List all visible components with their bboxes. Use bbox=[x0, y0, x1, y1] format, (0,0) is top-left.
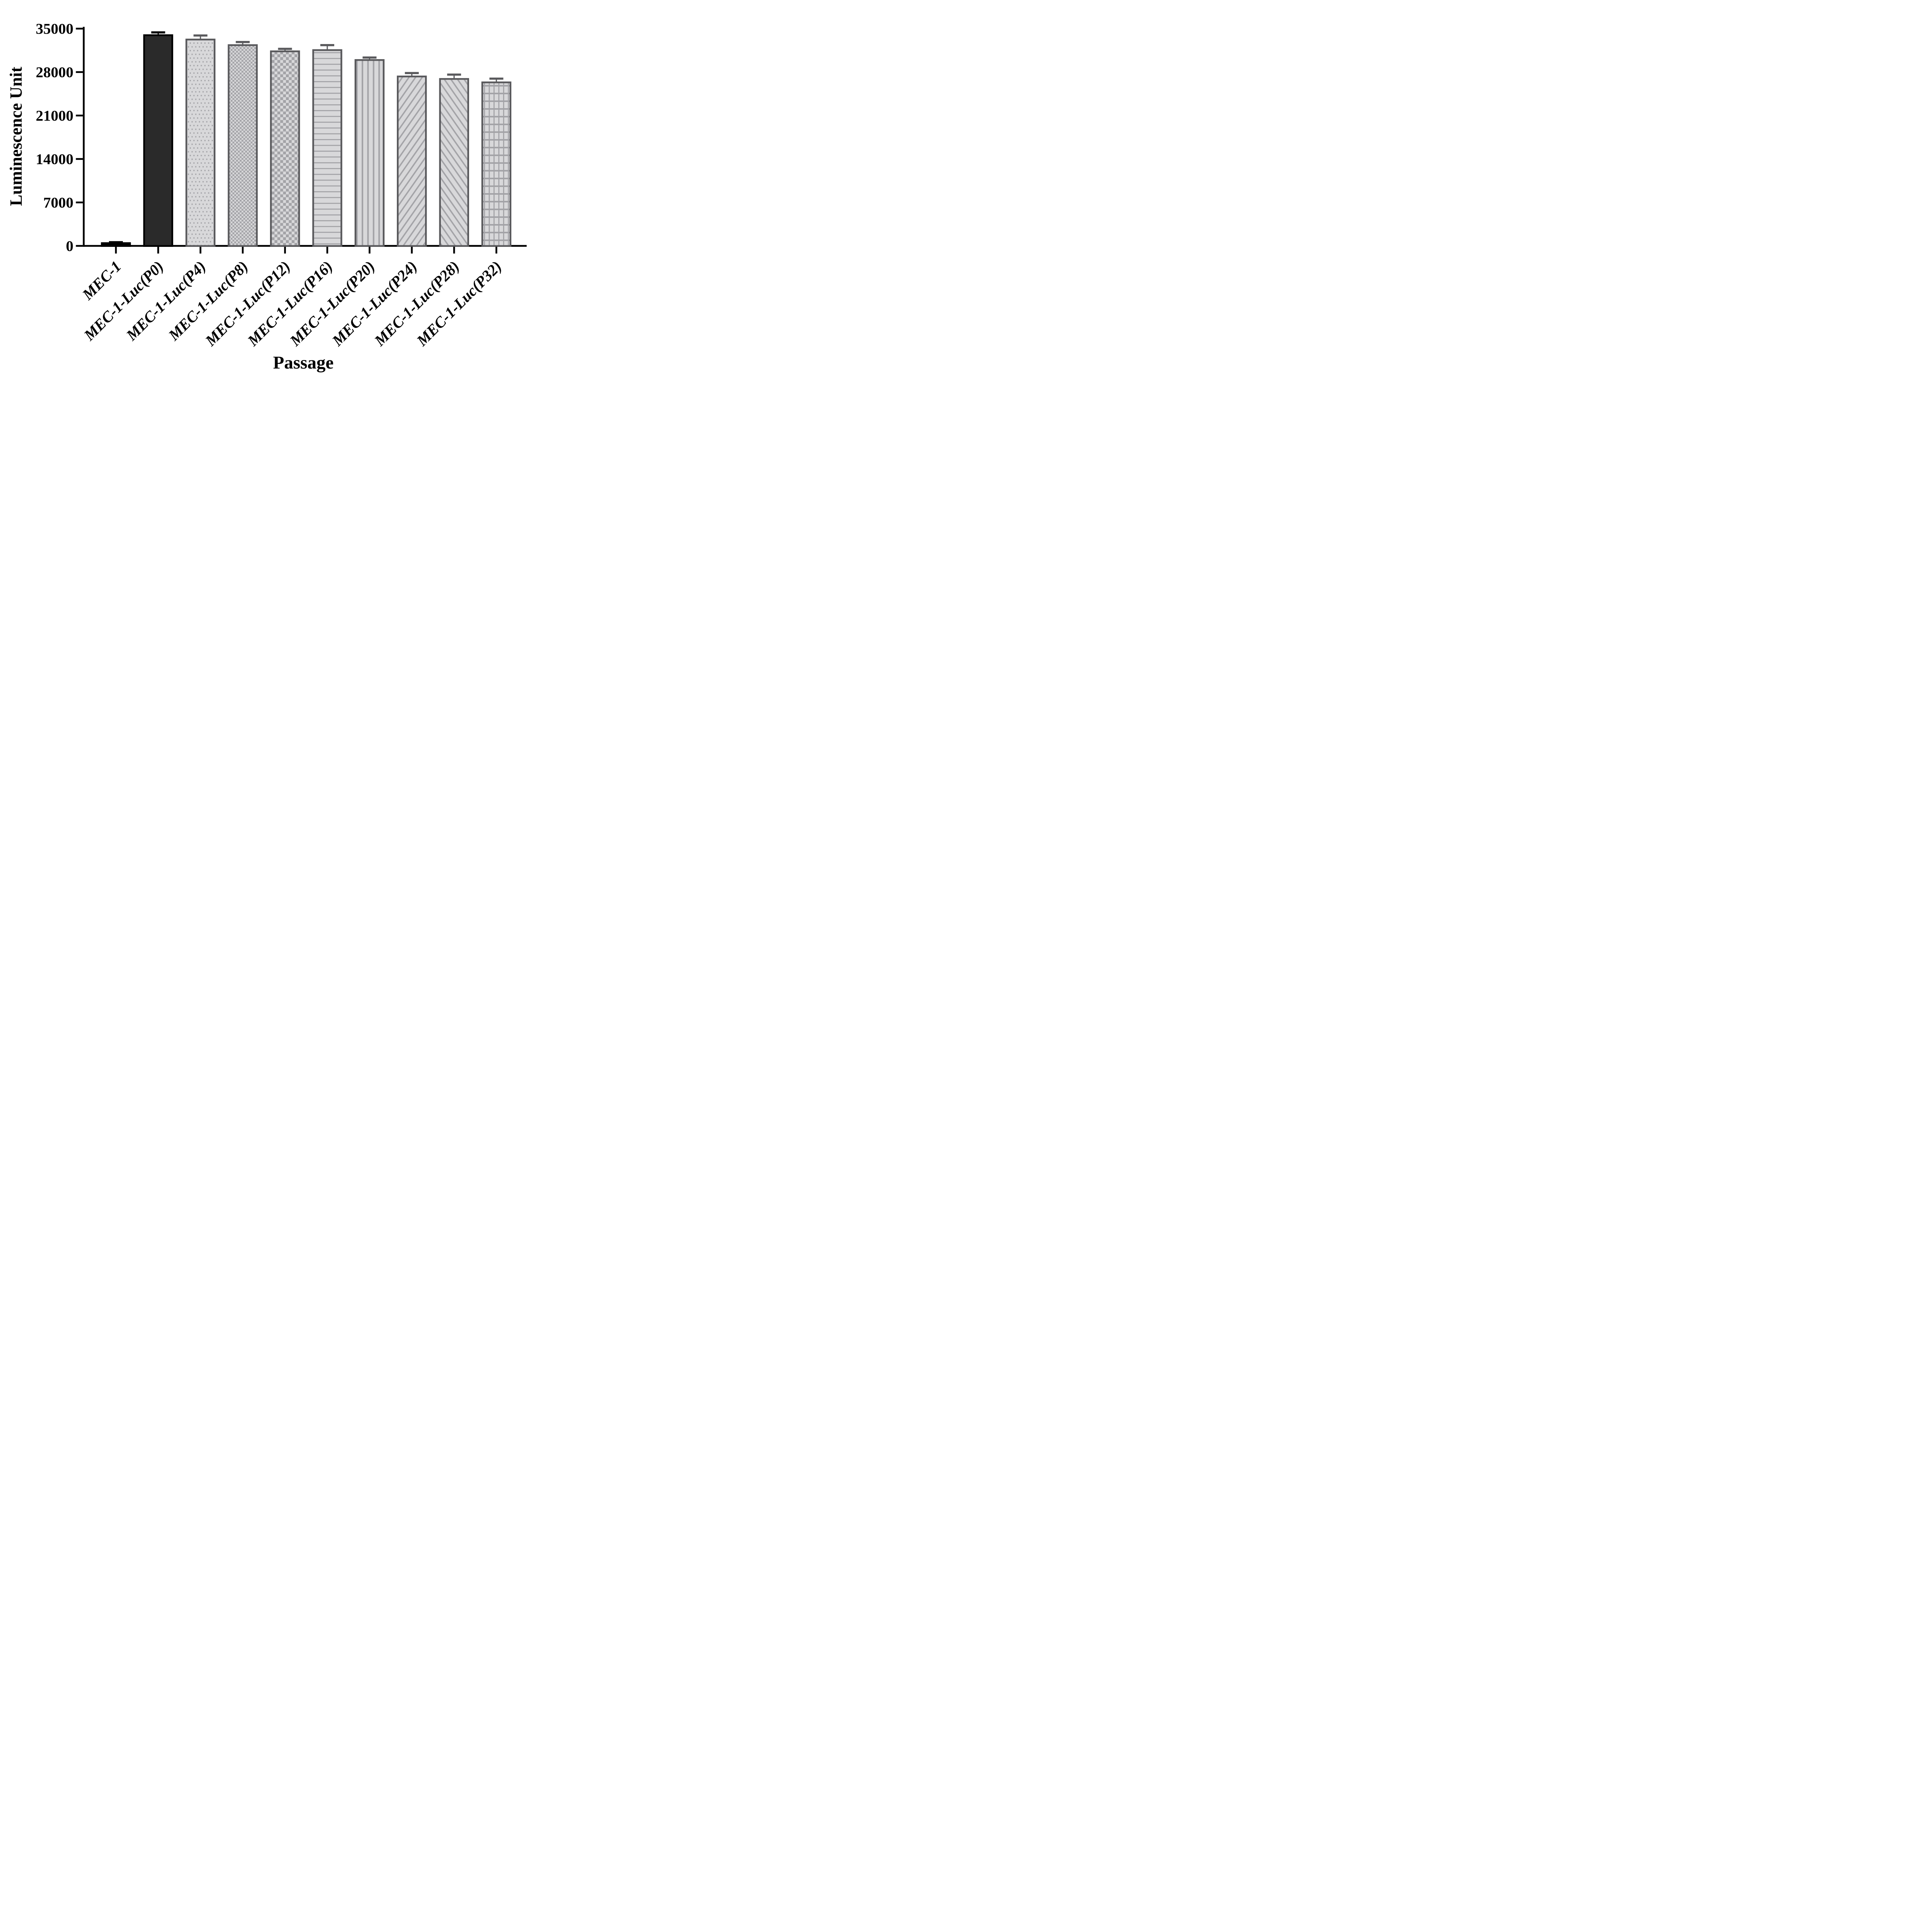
x-tick bbox=[411, 246, 413, 254]
y-tick bbox=[76, 158, 83, 160]
y-tick-label: 14000 bbox=[36, 151, 74, 168]
y-tick bbox=[76, 71, 83, 73]
bar bbox=[481, 81, 512, 247]
y-axis-title: Luminescence Unit bbox=[7, 66, 26, 206]
y-tick bbox=[76, 245, 83, 247]
error-bar-cap bbox=[405, 72, 419, 74]
y-tick-label: 35000 bbox=[36, 21, 74, 37]
y-tick-label: 7000 bbox=[43, 195, 73, 211]
error-bar-cap bbox=[320, 44, 334, 46]
x-tick bbox=[157, 246, 159, 254]
error-bar-cap bbox=[236, 41, 250, 43]
bar bbox=[397, 75, 427, 247]
x-tick bbox=[453, 246, 455, 254]
bar bbox=[185, 39, 216, 247]
x-tick bbox=[495, 246, 497, 254]
error-bar-stem bbox=[242, 42, 243, 46]
y-tick bbox=[76, 114, 83, 117]
y-axis-line bbox=[83, 27, 85, 247]
y-tick bbox=[76, 201, 83, 204]
bar bbox=[312, 49, 342, 247]
x-axis-title: Passage bbox=[273, 353, 334, 373]
bar bbox=[270, 50, 300, 247]
x-tick bbox=[199, 246, 202, 254]
x-tick bbox=[326, 246, 328, 254]
chart-figure: 0 7000 14000 21000 28000 35000 MEC-1 MEC-1-Luc(… bbox=[0, 0, 551, 385]
error-bar-stem bbox=[411, 73, 413, 77]
y-tick bbox=[76, 27, 83, 30]
bar bbox=[439, 78, 469, 247]
bar bbox=[228, 44, 258, 247]
error-bar-cap bbox=[109, 241, 123, 243]
error-bar-stem bbox=[453, 75, 455, 80]
bar-chart: 0700014000210002800035000MEC-1MEC-1-Luc(… bbox=[7, 21, 527, 373]
x-tick bbox=[369, 246, 371, 254]
x-tick bbox=[284, 246, 286, 254]
error-bar-cap bbox=[278, 48, 292, 50]
error-bar-cap bbox=[193, 34, 207, 37]
error-bar-cap bbox=[447, 73, 461, 76]
y-tick-label: 0 bbox=[66, 238, 74, 255]
y-tick-label: 28000 bbox=[36, 64, 74, 81]
error-bar-stem bbox=[496, 78, 497, 83]
error-bar-cap bbox=[489, 77, 503, 80]
error-bar-cap bbox=[362, 56, 377, 59]
x-tick bbox=[242, 246, 244, 254]
error-bar-cap bbox=[151, 31, 165, 34]
error-bar-stem bbox=[157, 32, 159, 36]
y-tick-label: 21000 bbox=[36, 108, 74, 124]
x-axis-line bbox=[83, 245, 527, 247]
x-tick bbox=[115, 246, 117, 254]
error-bar-stem bbox=[200, 35, 201, 41]
error-bar-stem bbox=[327, 45, 328, 51]
bar bbox=[354, 59, 385, 247]
plot-area: 0700014000210002800035000MEC-1MEC-1-Luc(… bbox=[36, 21, 527, 350]
bar bbox=[101, 242, 131, 247]
bar bbox=[143, 34, 173, 247]
